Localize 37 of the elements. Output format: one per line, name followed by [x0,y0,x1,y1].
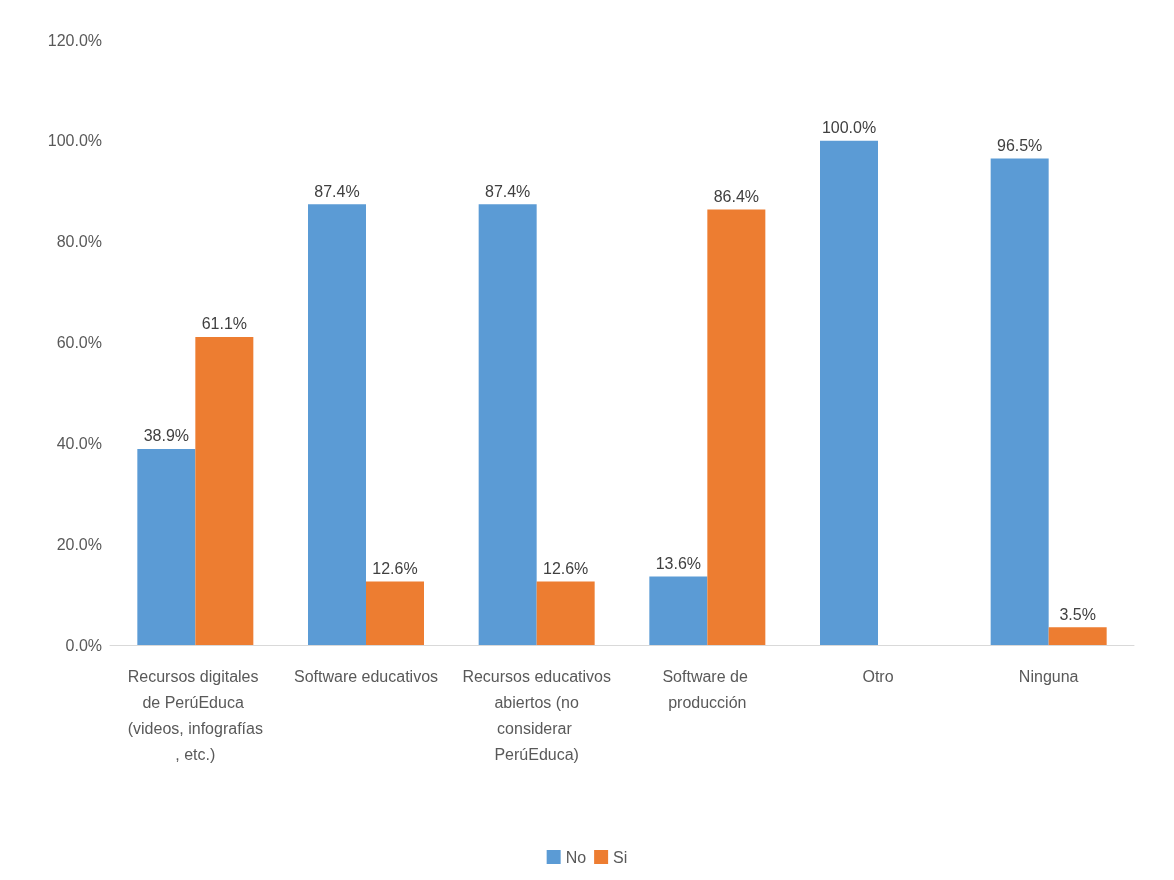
y-tick-label: 20.0% [56,535,102,553]
bar [195,336,254,645]
x-tick-label: Software educativos [293,667,439,685]
bar [1048,627,1107,645]
y-tick-label: 40.0% [56,434,102,452]
data-label: 38.9% [143,427,190,445]
x-tick-label: Recursos digitales de PerúEduca (videos, infografías, etc.) [127,667,263,763]
data-label: 87.4% [314,182,360,200]
y-tick-label: 100.0% [47,132,102,150]
legend-label: Si [613,848,628,866]
x-tick-label: Software de producción [662,667,753,711]
data-label: 12.6% [372,559,418,577]
bar [366,581,424,645]
data-label: 3.5% [1059,605,1096,623]
bar [137,448,196,645]
bar [478,204,537,645]
data-label: 12.6% [542,559,589,577]
x-tick-label: Ninguna [1018,667,1079,685]
data-label: 13.6% [655,554,702,572]
bar [820,140,878,645]
y-tick-label: 0.0% [65,636,102,654]
bar [536,581,595,645]
data-label: 100.0% [821,119,877,137]
y-tick-label: 120.0% [47,31,102,49]
bar [990,158,1049,645]
y-tick-label: 60.0% [56,334,102,351]
data-label: 87.4% [484,182,531,200]
y-tick-label: 80.0% [56,233,102,251]
bar [308,204,366,645]
data-label: 96.5% [996,136,1043,154]
bar [649,576,708,645]
legend-label: No [565,848,587,866]
bar [707,209,766,645]
data-label: 86.4% [713,187,760,205]
x-tick-label: Recursos educativos abiertos (no considerar PerúEduca) [462,667,611,763]
x-tick-label: Otro [862,667,894,685]
data-label: 61.1% [201,315,248,333]
